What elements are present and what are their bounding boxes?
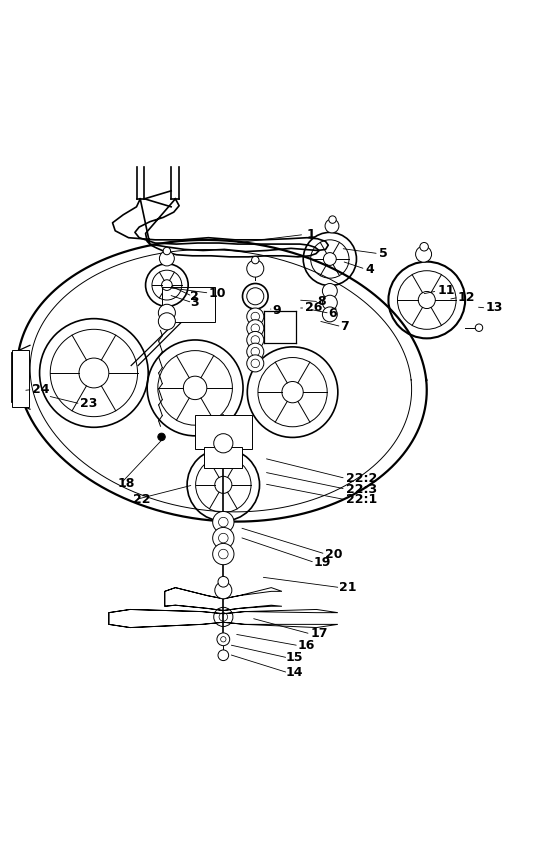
- Circle shape: [247, 260, 264, 277]
- Text: 10: 10: [208, 287, 226, 300]
- Text: 22: 22: [133, 493, 150, 506]
- Circle shape: [214, 434, 233, 453]
- Circle shape: [323, 295, 337, 310]
- Circle shape: [218, 650, 229, 660]
- Circle shape: [159, 304, 175, 321]
- Text: 5: 5: [379, 247, 388, 260]
- Text: 23: 23: [80, 398, 97, 411]
- Circle shape: [213, 543, 234, 565]
- Polygon shape: [109, 610, 338, 628]
- FancyBboxPatch shape: [162, 288, 215, 322]
- Circle shape: [163, 247, 170, 255]
- Text: 21: 21: [339, 581, 356, 594]
- Circle shape: [323, 283, 337, 299]
- Text: 7: 7: [341, 320, 349, 333]
- Text: 1: 1: [307, 228, 316, 241]
- Circle shape: [247, 355, 264, 372]
- Circle shape: [247, 319, 264, 337]
- FancyBboxPatch shape: [194, 414, 252, 449]
- Text: 22:3: 22:3: [346, 482, 377, 496]
- Text: 3: 3: [190, 296, 199, 309]
- Text: 13: 13: [485, 301, 502, 314]
- Circle shape: [213, 528, 234, 548]
- Text: 20: 20: [325, 548, 342, 561]
- Text: 17: 17: [311, 628, 328, 641]
- Text: 26: 26: [305, 301, 323, 314]
- Circle shape: [215, 582, 232, 598]
- Circle shape: [217, 633, 230, 646]
- Circle shape: [323, 307, 337, 322]
- Text: 22:2: 22:2: [346, 472, 377, 485]
- Circle shape: [252, 257, 259, 263]
- Text: 15: 15: [286, 652, 303, 665]
- Circle shape: [415, 246, 431, 263]
- Circle shape: [475, 324, 483, 331]
- Circle shape: [247, 308, 264, 325]
- FancyBboxPatch shape: [12, 350, 29, 407]
- Text: 22:1: 22:1: [346, 493, 377, 506]
- Text: 11: 11: [437, 284, 455, 297]
- Circle shape: [160, 251, 174, 266]
- Circle shape: [420, 243, 428, 251]
- Text: 8: 8: [318, 295, 326, 308]
- Text: 18: 18: [118, 477, 135, 490]
- Text: 24: 24: [32, 383, 49, 396]
- Text: 12: 12: [458, 291, 475, 304]
- Text: 2: 2: [190, 290, 199, 303]
- Text: 6: 6: [328, 307, 337, 319]
- Text: 14: 14: [286, 666, 303, 679]
- Text: 16: 16: [298, 639, 315, 652]
- Circle shape: [213, 511, 234, 533]
- Text: 4: 4: [366, 263, 374, 276]
- Circle shape: [247, 344, 264, 360]
- FancyBboxPatch shape: [204, 447, 242, 468]
- Circle shape: [159, 313, 175, 330]
- Circle shape: [218, 576, 229, 587]
- Circle shape: [158, 433, 165, 441]
- Circle shape: [325, 219, 339, 233]
- Text: 19: 19: [314, 556, 331, 569]
- Circle shape: [247, 331, 264, 349]
- Polygon shape: [164, 587, 282, 610]
- Circle shape: [329, 216, 336, 223]
- Text: 9: 9: [272, 304, 281, 317]
